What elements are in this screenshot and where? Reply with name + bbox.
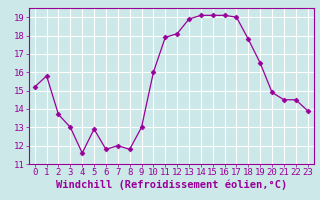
X-axis label: Windchill (Refroidissement éolien,°C): Windchill (Refroidissement éolien,°C) <box>56 180 287 190</box>
